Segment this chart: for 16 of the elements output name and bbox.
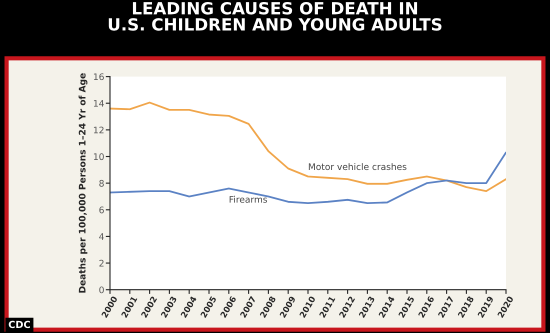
chart-title: LEADING CAUSES OF DEATH IN U.S. CHILDREN AND YOUNG ADULTS — [108, 2, 442, 31]
text: CDC — [8, 320, 30, 328]
y-tick-label: 10 — [94, 153, 104, 160]
y-tick-label: 6 — [99, 206, 104, 214]
y-tick-label: 4 — [99, 233, 104, 240]
y-tick-label: 8 — [99, 180, 104, 187]
line-series — [110, 152, 506, 204]
series-label: Firearms — [230, 196, 268, 203]
y-tick-label: 14 — [94, 100, 104, 107]
y-tick-label: 2 — [99, 260, 104, 266]
y-axis-title: Deaths per 100,000 Persons 1–24 Yr of Age — [78, 73, 88, 293]
series-label: Motor vehicle crashes — [308, 163, 406, 170]
y-tick-label: 16 — [94, 73, 104, 80]
y-tick-label: 0 — [99, 286, 104, 294]
y-tick-label: 12 — [94, 126, 104, 134]
line-series — [110, 102, 506, 192]
